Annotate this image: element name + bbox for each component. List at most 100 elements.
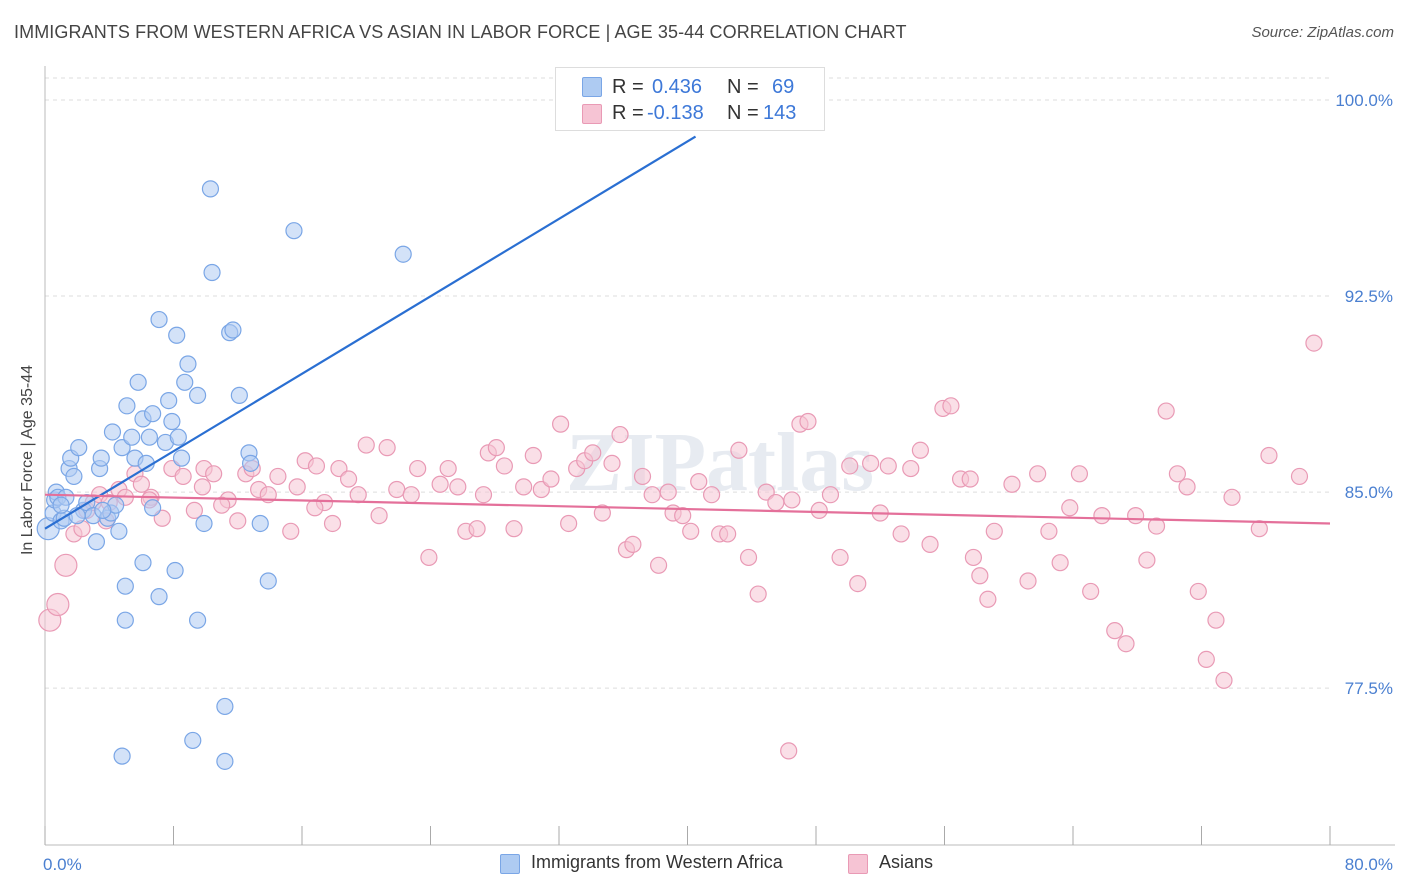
point-asians	[54, 553, 78, 577]
point-western-africa	[203, 263, 221, 282]
point-asians	[323, 514, 342, 533]
point-asians	[831, 548, 849, 567]
point-asians	[282, 522, 300, 540]
tick-labels: 100.0% 92.5% 85.0% 77.5% 0.0% 80.0%	[43, 91, 1393, 874]
point-asians	[821, 486, 840, 504]
axes	[44, 66, 1395, 846]
source-label: Source: ZipAtlas.com	[1251, 24, 1394, 41]
point-asians	[603, 454, 621, 472]
point-asians	[370, 507, 388, 525]
trend-lines	[44, 135, 1331, 530]
point-asians	[1019, 572, 1037, 590]
point-asians	[1061, 499, 1079, 517]
point-asians	[799, 412, 817, 431]
point-western-africa	[216, 697, 234, 716]
point-asians	[1147, 517, 1166, 535]
point-western-africa	[394, 245, 412, 263]
point-western-africa	[110, 522, 128, 540]
point-asians	[174, 467, 192, 486]
point-asians	[719, 525, 737, 543]
legend-item-western-africa: Immigrants from Western Africa	[500, 852, 783, 874]
point-asians	[193, 478, 212, 496]
point-western-africa	[184, 731, 202, 750]
y-tick-label: 100.0%	[1335, 91, 1393, 110]
point-western-africa	[116, 577, 134, 595]
point-asians	[921, 535, 939, 553]
point-western-africa	[168, 326, 186, 344]
grid-lines	[45, 77, 1330, 689]
point-western-africa	[123, 428, 141, 446]
point-asians	[971, 567, 989, 585]
point-asians	[682, 522, 700, 540]
point-asians	[1040, 522, 1058, 540]
point-asians	[439, 459, 457, 478]
point-asians	[961, 470, 979, 488]
trend-line-western-africa	[44, 135, 697, 530]
point-western-africa	[230, 386, 248, 404]
point-asians	[515, 478, 533, 496]
point-western-africa	[70, 439, 88, 457]
point-western-africa	[166, 561, 184, 580]
point-asians	[1178, 478, 1196, 496]
point-western-africa	[144, 405, 162, 423]
point-asians	[849, 574, 867, 593]
point-western-africa	[188, 386, 207, 404]
point-asians	[767, 493, 785, 512]
point-western-africa	[188, 611, 207, 629]
point-western-africa	[224, 321, 242, 339]
legend-swatch-blue	[582, 77, 602, 97]
y-tick-label: 85.0%	[1345, 483, 1393, 502]
point-asians	[892, 525, 910, 543]
point-asians	[1157, 402, 1175, 420]
legend-swatch-pink	[848, 854, 868, 874]
point-asians	[749, 585, 767, 603]
point-asians	[542, 470, 560, 488]
point-asians	[674, 507, 692, 525]
point-western-africa	[176, 373, 194, 391]
point-asians	[474, 486, 493, 504]
point-asians	[1260, 446, 1278, 465]
point-asians	[1168, 465, 1187, 483]
point-asians	[524, 446, 542, 465]
point-asians	[911, 441, 930, 459]
point-asians	[1127, 507, 1145, 525]
point-asians	[505, 520, 523, 538]
point-asians	[409, 459, 427, 478]
point-asians	[205, 465, 223, 483]
point-asians	[985, 522, 1003, 540]
point-asians	[739, 548, 758, 567]
point-asians	[702, 486, 721, 504]
legend-label: Immigrants from Western Africa	[531, 852, 783, 872]
point-asians	[306, 499, 324, 517]
point-asians	[449, 478, 467, 496]
correlation-legend: R = 0.436 N = 69 R = -0.138 N = 143	[555, 67, 825, 131]
point-asians	[633, 467, 652, 486]
point-asians	[1117, 635, 1135, 653]
legend-r-label: R =	[612, 76, 644, 98]
point-asians	[288, 478, 306, 496]
point-asians	[964, 548, 983, 567]
point-western-africa	[169, 428, 187, 446]
point-asians	[46, 592, 70, 617]
point-western-africa	[140, 428, 159, 446]
legend-n-label: N =	[727, 76, 759, 98]
point-western-africa	[150, 310, 168, 329]
point-asians	[378, 439, 396, 457]
point-asians	[1070, 465, 1089, 483]
y-tick-label: 77.5%	[1345, 679, 1393, 698]
point-asians	[730, 441, 748, 459]
trend-line-asians	[44, 493, 1331, 525]
point-asians	[942, 397, 960, 415]
point-asians	[1197, 650, 1215, 668]
point-asians	[339, 470, 358, 488]
point-asians	[1003, 475, 1021, 493]
point-asians	[132, 475, 150, 493]
point-asians	[584, 444, 602, 462]
legend-r-label: R =	[612, 102, 644, 124]
point-asians	[552, 415, 570, 433]
point-asians	[1051, 554, 1069, 572]
point-western-africa	[285, 222, 303, 240]
chart-title: IMMIGRANTS FROM WESTERN AFRICA VS ASIAN …	[14, 22, 907, 42]
point-asians	[1082, 582, 1100, 601]
